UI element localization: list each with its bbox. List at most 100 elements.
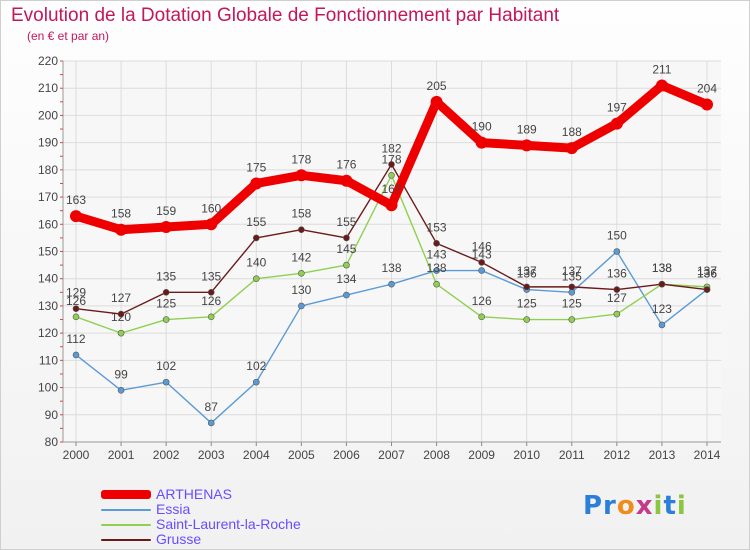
x-tick-label: 2004 bbox=[243, 448, 270, 462]
data-label: 137 bbox=[562, 264, 582, 278]
data-label: 138 bbox=[652, 261, 672, 275]
data-label: 167 bbox=[381, 182, 401, 196]
y-tick-label: 100 bbox=[38, 381, 58, 395]
data-point bbox=[72, 305, 80, 312]
data-point bbox=[385, 199, 398, 212]
data-label: 182 bbox=[381, 141, 401, 155]
data-label: 125 bbox=[517, 297, 537, 311]
data-label: 163 bbox=[66, 193, 86, 207]
data-point bbox=[207, 289, 215, 296]
data-label: 126 bbox=[66, 294, 86, 308]
x-tick-label: 2008 bbox=[423, 448, 450, 462]
data-point bbox=[430, 95, 443, 108]
data-label: 205 bbox=[427, 79, 447, 93]
data-point bbox=[610, 117, 623, 130]
data-point bbox=[162, 378, 170, 386]
data-label: 102 bbox=[156, 359, 176, 373]
legend: ARTHENAS Essia Saint-Laurent-la-Roche Gr… bbox=[101, 487, 301, 547]
legend-label-saint-laurent: Saint-Laurent-la-Roche bbox=[156, 516, 301, 532]
x-tick-label: 2014 bbox=[694, 448, 721, 462]
data-point bbox=[162, 316, 170, 323]
data-point bbox=[568, 289, 576, 296]
data-label: 126 bbox=[201, 294, 221, 308]
data-label: 160 bbox=[201, 201, 221, 215]
data-point bbox=[523, 316, 531, 323]
y-tick-label: 180 bbox=[38, 163, 58, 177]
data-label: 145 bbox=[336, 242, 356, 256]
data-point bbox=[433, 240, 440, 247]
data-label: 178 bbox=[291, 152, 311, 166]
data-label: 136 bbox=[697, 267, 717, 281]
data-label: 197 bbox=[607, 101, 627, 115]
chart-subtitle: (en € et par an) bbox=[27, 29, 110, 43]
y-tick-label: 190 bbox=[38, 136, 58, 150]
data-point bbox=[658, 280, 666, 288]
data-point bbox=[295, 169, 308, 182]
data-point bbox=[478, 267, 485, 274]
data-label: 130 bbox=[291, 283, 311, 297]
data-point bbox=[388, 172, 395, 179]
x-tick-label: 2010 bbox=[513, 448, 540, 462]
y-tick-label: 110 bbox=[39, 353, 58, 367]
data-point bbox=[298, 302, 305, 310]
proxiti-logo: Proxiti bbox=[583, 491, 687, 521]
data-point bbox=[655, 79, 668, 92]
y-tick-label: 220 bbox=[38, 54, 58, 68]
legend-swatch-grusse bbox=[101, 538, 151, 541]
data-label: 135 bbox=[201, 269, 221, 283]
data-label: 102 bbox=[246, 359, 266, 373]
data-point bbox=[343, 291, 350, 299]
data-point bbox=[162, 289, 170, 296]
data-point bbox=[298, 226, 305, 234]
data-point bbox=[340, 174, 353, 187]
legend-item-arthenas: ARTHENAS bbox=[101, 487, 301, 502]
data-label: 135 bbox=[562, 269, 582, 283]
data-point bbox=[207, 313, 215, 321]
legend-label-arthenas: ARTHENAS bbox=[156, 486, 232, 502]
legend-swatch-arthenas bbox=[101, 490, 151, 499]
y-tick-label: 120 bbox=[38, 326, 58, 340]
data-point bbox=[475, 136, 488, 149]
data-label: 136 bbox=[517, 267, 537, 281]
data-label: 155 bbox=[246, 215, 266, 229]
data-label: 134 bbox=[336, 272, 356, 286]
y-tick-label: 210 bbox=[38, 81, 58, 95]
legend-label-grusse: Grusse bbox=[156, 531, 202, 547]
data-point bbox=[388, 280, 395, 288]
data-label: 127 bbox=[111, 291, 131, 305]
data-label: 138 bbox=[652, 261, 672, 275]
data-label: 150 bbox=[607, 229, 627, 243]
data-label: 176 bbox=[336, 158, 356, 172]
data-point bbox=[117, 386, 125, 394]
data-point bbox=[478, 259, 485, 266]
data-label: 142 bbox=[291, 250, 311, 264]
y-tick-label: 140 bbox=[38, 272, 58, 286]
legend-item-grusse: Grusse bbox=[101, 532, 301, 547]
y-tick-label: 80 bbox=[45, 435, 59, 449]
data-point bbox=[298, 269, 305, 277]
y-tick-label: 200 bbox=[38, 108, 58, 122]
data-point bbox=[115, 223, 128, 236]
chart-title: Evolution de la Dotation Globale de Fonc… bbox=[11, 5, 560, 26]
data-point bbox=[613, 248, 621, 255]
data-point bbox=[72, 313, 80, 321]
data-point bbox=[207, 419, 215, 427]
data-label: 127 bbox=[607, 291, 627, 305]
data-point bbox=[520, 139, 533, 152]
data-point bbox=[250, 177, 263, 190]
data-point bbox=[252, 275, 260, 283]
data-label: 178 bbox=[381, 152, 401, 166]
data-label: 136 bbox=[697, 267, 717, 281]
y-tick-label: 170 bbox=[38, 190, 58, 204]
data-label: 138 bbox=[381, 261, 401, 275]
data-point bbox=[252, 378, 260, 386]
data-point bbox=[568, 283, 576, 291]
data-label: 87 bbox=[205, 400, 219, 414]
data-point bbox=[388, 161, 395, 168]
data-label: 153 bbox=[427, 220, 447, 234]
data-label: 137 bbox=[517, 264, 537, 278]
data-label: 175 bbox=[246, 160, 266, 174]
data-point bbox=[117, 310, 125, 318]
